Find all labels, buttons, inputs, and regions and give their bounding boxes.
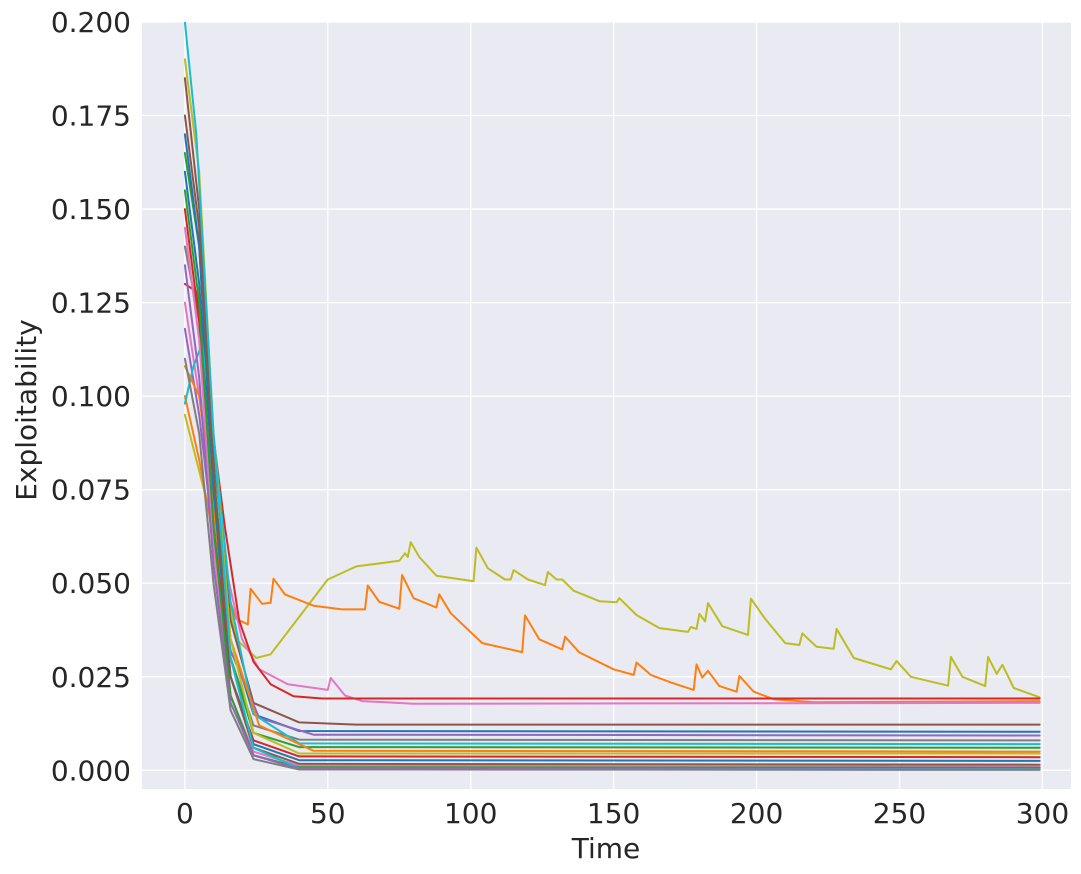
y-tick-label: 0.075	[51, 474, 131, 507]
series-line-8	[183, 342, 1041, 746]
x-tick-label: 250	[873, 797, 926, 830]
y-tick-label: 0.025	[51, 661, 131, 694]
y-axis-title: Exploitability	[10, 319, 43, 501]
series-line-14	[183, 114, 1041, 766]
y-tick-label: 0.175	[51, 100, 131, 133]
y-tick-label: 0.125	[51, 287, 131, 320]
x-axis-title: Time	[571, 832, 641, 865]
x-tick-label: 150	[587, 797, 640, 830]
x-tick-label: 0	[176, 797, 194, 830]
x-tick-label: 300	[1016, 797, 1069, 830]
series-line-1	[183, 395, 1041, 704]
x-tick-label: 200	[730, 797, 783, 830]
y-tick-label: 0.100	[51, 380, 131, 413]
series-line-19	[183, 357, 1041, 771]
y-tick-label: 0.150	[51, 193, 131, 226]
y-tick-label: 0.000	[51, 754, 131, 787]
x-tick-label: 50	[310, 797, 346, 830]
grid-lines	[142, 21, 1071, 789]
series-group	[183, 22, 1041, 771]
tick-labels: 0 50 100 150 200 250 300 0.000 0.025 0.050 0.075 0.…	[51, 6, 1069, 830]
y-tick-label: 0.200	[51, 6, 131, 39]
plot-background	[142, 22, 1071, 789]
y-tick-label: 0.050	[51, 567, 131, 600]
series-line-0	[183, 413, 1041, 699]
x-tick-label: 100	[444, 797, 497, 830]
